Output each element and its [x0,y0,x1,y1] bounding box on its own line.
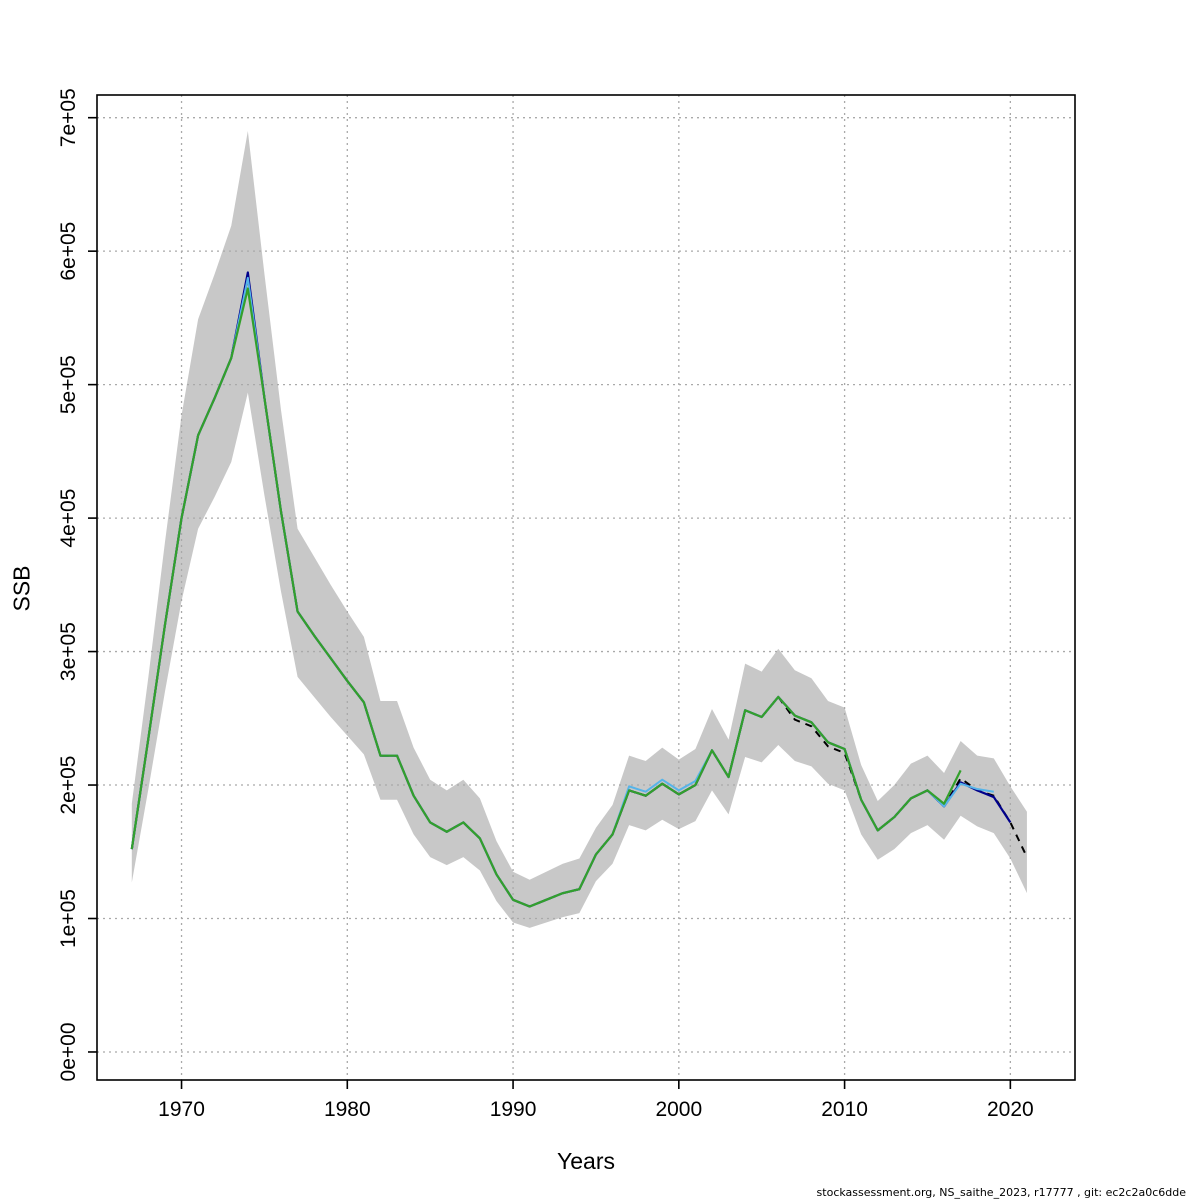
y-tick-label: 3e+05 [57,622,80,681]
y-tick-label: 0e+00 [57,1022,80,1081]
y-tick-label: 5e+05 [57,355,80,414]
x-tick-label: 2020 [987,1098,1034,1121]
y-tick-label: 4e+05 [57,489,80,548]
y-tick-label: 6e+05 [57,222,80,281]
y-axis-title: SSB [8,565,35,612]
x-tick-label: 2010 [821,1098,868,1121]
x-tick-label: 1990 [490,1098,537,1121]
x-tick-label: 1970 [158,1098,205,1121]
y-tick-label: 2e+05 [57,756,80,815]
x-tick-label: 1980 [324,1098,371,1121]
confidence-band [131,131,1027,928]
y-tick-label: 7e+05 [57,88,80,147]
footer-attribution: stockassessment.org, NS_saithe_2023, r17… [816,1186,1186,1199]
x-tick-label: 2000 [655,1098,702,1121]
x-axis-title: Years [557,1148,615,1174]
y-tick-label: 1e+05 [57,889,80,948]
ssb-fit-green [130,287,962,908]
plot-border [96,94,1076,1081]
